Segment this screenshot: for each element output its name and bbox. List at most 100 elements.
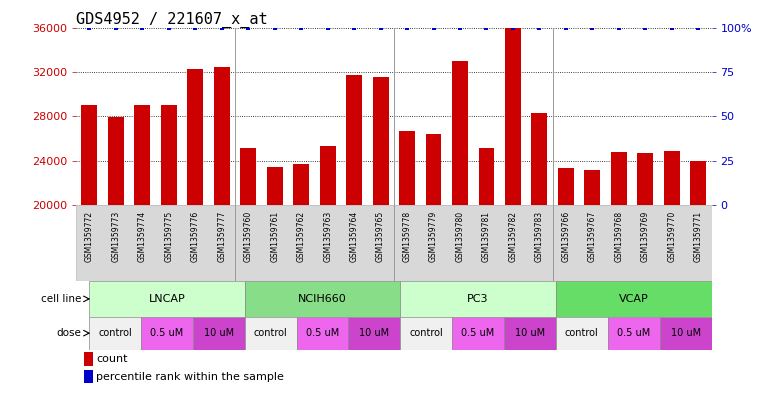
Bar	[584, 169, 600, 205]
Text: GSM1359774: GSM1359774	[138, 211, 147, 263]
Point	[639, 24, 651, 31]
Bar	[660, 317, 712, 350]
Text: GSM1359777: GSM1359777	[217, 211, 226, 263]
Text: GSM1359779: GSM1359779	[429, 211, 438, 263]
Bar	[664, 151, 680, 205]
Bar	[690, 161, 706, 205]
Bar	[320, 146, 336, 205]
Text: GSM1359760: GSM1359760	[244, 211, 253, 263]
Text: control: control	[253, 328, 288, 338]
Text: GSM1359783: GSM1359783	[535, 211, 544, 262]
Point	[613, 24, 625, 31]
Text: control: control	[98, 328, 132, 338]
Bar	[611, 152, 627, 205]
Text: GSM1359763: GSM1359763	[323, 211, 332, 263]
Point	[428, 24, 440, 31]
Point	[295, 24, 307, 31]
Bar	[297, 317, 349, 350]
Point	[269, 24, 281, 31]
Text: LNCAP: LNCAP	[148, 294, 185, 304]
Text: GSM1359767: GSM1359767	[588, 211, 597, 263]
Bar	[608, 317, 660, 350]
Bar	[89, 281, 245, 317]
Text: 10 uM: 10 uM	[359, 328, 390, 338]
Point	[586, 24, 598, 31]
Bar	[84, 352, 94, 365]
Bar	[89, 317, 141, 350]
Text: control: control	[409, 328, 443, 338]
Bar	[400, 317, 452, 350]
Bar	[81, 105, 97, 205]
Text: GSM1359771: GSM1359771	[694, 211, 703, 262]
Point	[374, 24, 387, 31]
Text: 0.5 uM: 0.5 uM	[461, 328, 495, 338]
Point	[666, 24, 678, 31]
Text: GSM1359768: GSM1359768	[614, 211, 623, 262]
Text: PC3: PC3	[467, 294, 489, 304]
Bar	[556, 281, 712, 317]
Bar	[135, 105, 150, 205]
Text: GSM1359781: GSM1359781	[482, 211, 491, 262]
Bar	[193, 317, 245, 350]
Bar	[504, 317, 556, 350]
Point	[163, 24, 175, 31]
Text: GSM1359764: GSM1359764	[349, 211, 358, 263]
Bar	[505, 28, 521, 205]
Text: GSM1359761: GSM1359761	[270, 211, 279, 262]
Text: GSM1359775: GSM1359775	[164, 211, 174, 263]
Bar	[108, 118, 124, 205]
Bar	[479, 149, 495, 205]
Text: 0.5 uM: 0.5 uM	[150, 328, 183, 338]
Text: 0.5 uM: 0.5 uM	[306, 328, 339, 338]
Point	[454, 24, 466, 31]
Point	[401, 24, 413, 31]
Bar	[556, 317, 608, 350]
Text: GSM1359772: GSM1359772	[84, 211, 94, 262]
Bar	[638, 153, 653, 205]
Point	[110, 24, 122, 31]
Point	[480, 24, 492, 31]
Bar	[141, 317, 193, 350]
Text: count: count	[96, 354, 127, 364]
Bar	[267, 167, 282, 205]
Text: 10 uM: 10 uM	[670, 328, 701, 338]
Text: 0.5 uM: 0.5 uM	[617, 328, 651, 338]
Bar	[399, 131, 415, 205]
Bar	[346, 75, 362, 205]
Text: GSM1359782: GSM1359782	[508, 211, 517, 262]
Bar	[245, 317, 297, 350]
Bar	[214, 68, 230, 205]
Text: GSM1359762: GSM1359762	[297, 211, 306, 262]
Bar	[558, 169, 574, 205]
Text: GDS4952 / 221607_x_at: GDS4952 / 221607_x_at	[76, 11, 268, 28]
Text: GSM1359780: GSM1359780	[456, 211, 464, 262]
Point	[215, 24, 228, 31]
Point	[533, 24, 546, 31]
Bar	[400, 281, 556, 317]
Text: GSM1359770: GSM1359770	[667, 211, 677, 263]
Point	[242, 24, 254, 31]
Point	[189, 24, 202, 31]
Text: 10 uM: 10 uM	[204, 328, 234, 338]
Text: GSM1359778: GSM1359778	[403, 211, 412, 262]
Bar	[452, 61, 468, 205]
Point	[83, 24, 95, 31]
Bar	[187, 68, 203, 205]
Text: VCAP: VCAP	[619, 294, 648, 304]
Point	[322, 24, 334, 31]
Bar	[349, 317, 400, 350]
Text: GSM1359765: GSM1359765	[376, 211, 385, 263]
Text: cell line: cell line	[41, 294, 81, 304]
Text: percentile rank within the sample: percentile rank within the sample	[96, 372, 284, 382]
Bar	[245, 281, 400, 317]
Bar	[161, 105, 177, 205]
Text: GSM1359766: GSM1359766	[562, 211, 571, 263]
Text: 10 uM: 10 uM	[515, 328, 545, 338]
Bar	[425, 134, 441, 205]
Point	[136, 24, 148, 31]
Text: NCIH660: NCIH660	[298, 294, 347, 304]
Bar	[84, 370, 94, 383]
Point	[348, 24, 360, 31]
Bar	[240, 149, 256, 205]
Point	[693, 24, 705, 31]
